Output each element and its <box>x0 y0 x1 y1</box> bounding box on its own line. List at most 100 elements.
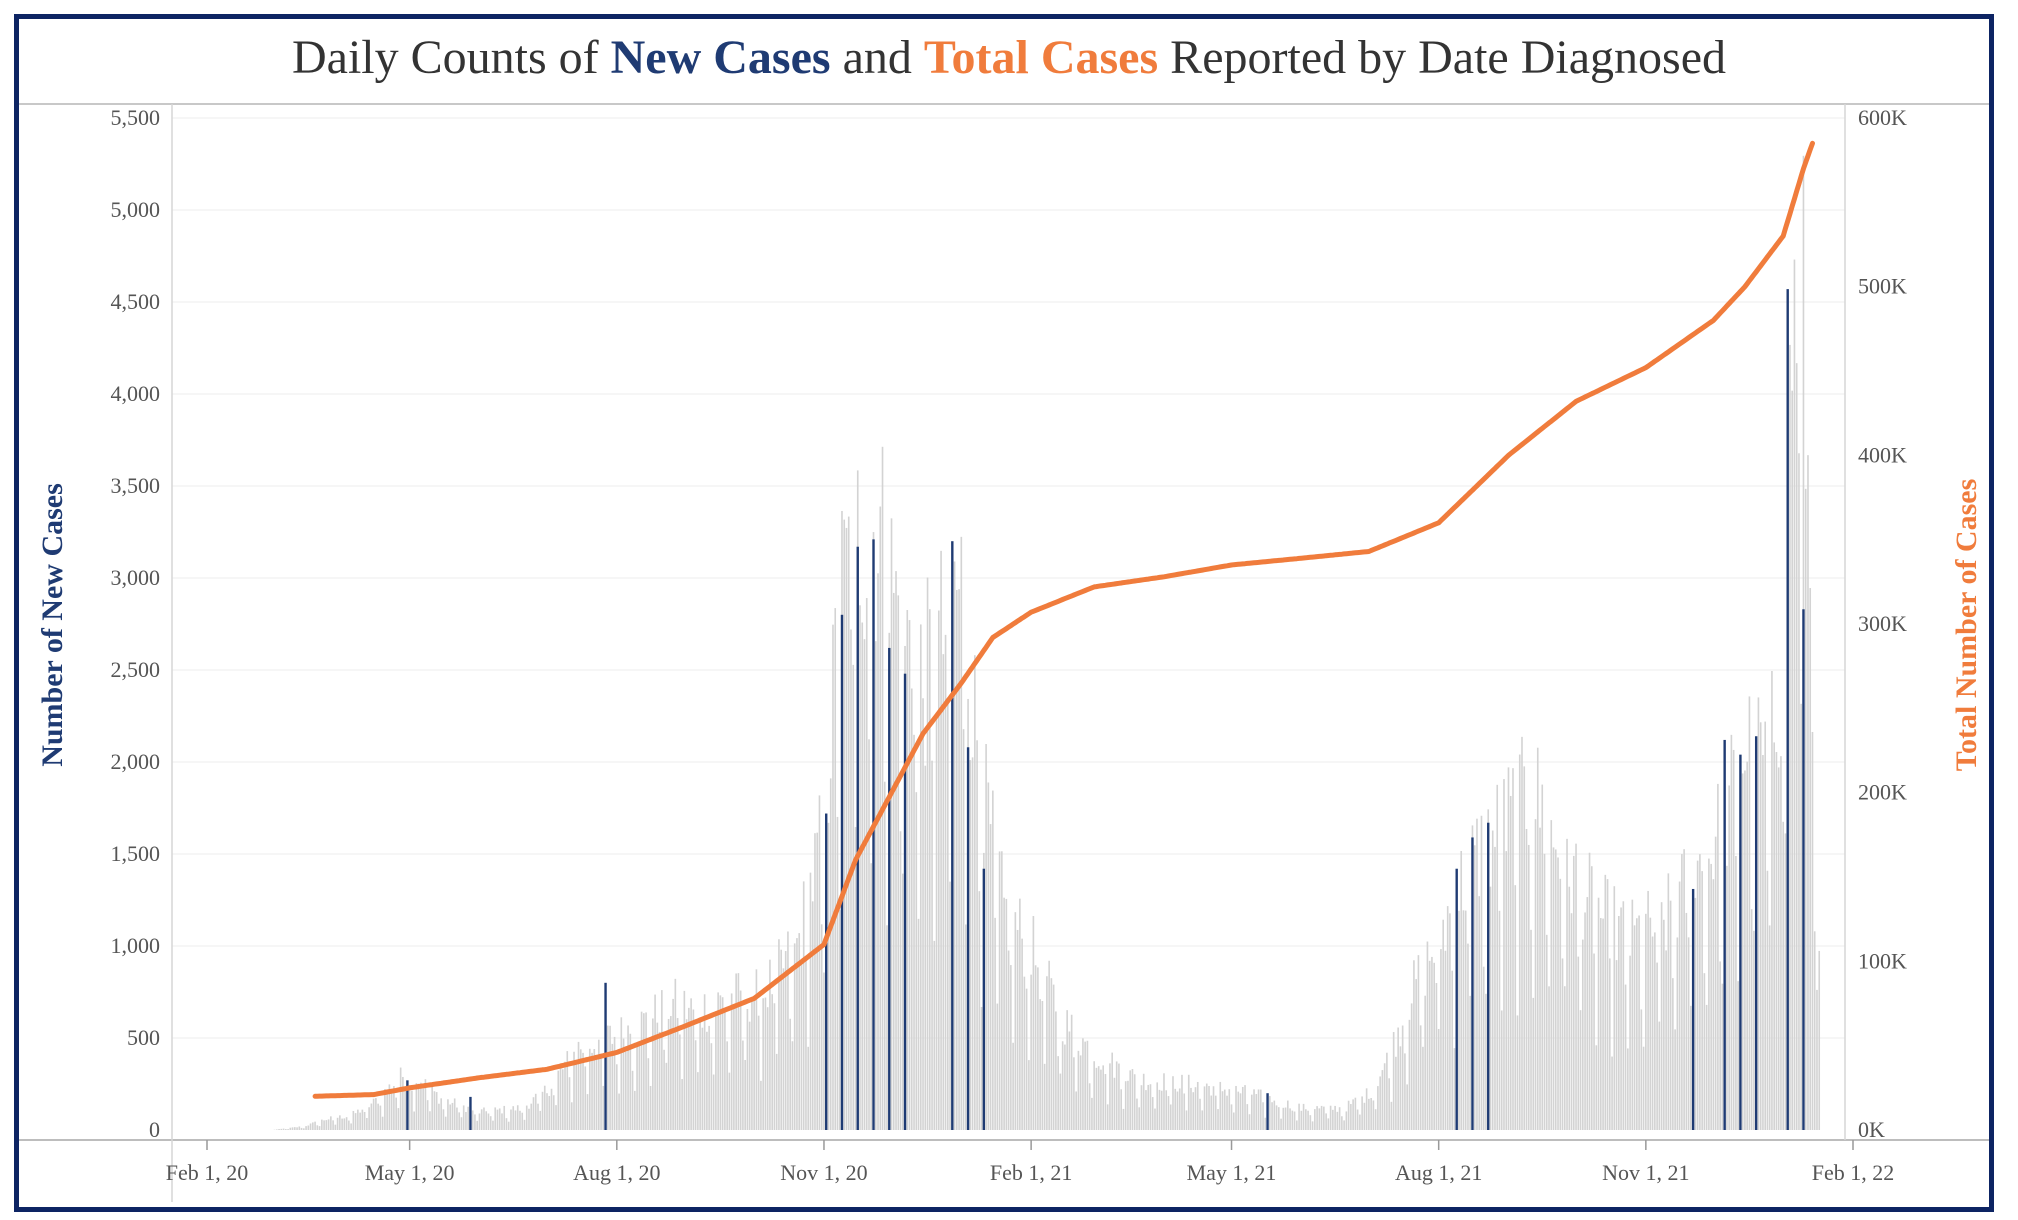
new-cases-bar <box>737 973 740 1130</box>
new-cases-bar <box>748 1021 751 1130</box>
new-cases-bar <box>998 851 1001 1130</box>
y-tick-label: 4,000 <box>111 381 161 406</box>
new-cases-bar <box>1746 761 1748 1130</box>
new-cases-bar <box>753 1000 755 1130</box>
new-cases-bar <box>1386 1052 1388 1130</box>
new-cases-bar <box>1676 937 1679 1130</box>
new-cases-bar <box>1055 1011 1057 1130</box>
new-cases-bar <box>1023 976 1026 1130</box>
new-cases-bar <box>397 1108 400 1130</box>
new-cases-bar <box>971 757 974 1130</box>
new-cases-bar <box>613 1036 616 1130</box>
new-cases-bar <box>1505 851 1508 1130</box>
new-cases-bar <box>987 782 990 1130</box>
new-cases-bar <box>350 1123 352 1130</box>
new-cases-bar <box>1199 1098 1201 1130</box>
new-cases-bar <box>742 1040 744 1130</box>
new-cases-bar <box>1618 916 1620 1130</box>
new-cases-bar <box>1115 1061 1118 1130</box>
new-cases-bar <box>1521 736 1523 1130</box>
new-cases-bar <box>1070 1014 1073 1130</box>
new-cases-bar <box>829 778 832 1130</box>
new-cases-bar <box>818 795 821 1130</box>
new-cases-bar <box>361 1109 364 1130</box>
new-cases-bar <box>683 990 686 1130</box>
new-cases-bar <box>1052 984 1055 1130</box>
y-tick-label: 5,500 <box>111 105 161 130</box>
new-cases-bar <box>489 1116 492 1130</box>
new-cases-bar <box>845 527 848 1130</box>
new-cases-bar <box>1509 795 1512 1130</box>
new-cases-bar <box>674 978 677 1130</box>
new-cases-bar <box>1003 897 1005 1130</box>
new-cases-bar <box>874 641 877 1130</box>
new-cases-bar <box>1667 873 1670 1130</box>
new-cases-bar <box>1210 1095 1213 1130</box>
new-cases-bar <box>1552 847 1555 1130</box>
new-cases-bar <box>1708 858 1710 1130</box>
new-cases-bar <box>600 1054 602 1130</box>
new-cases-bar <box>1462 910 1465 1130</box>
new-cases-bar <box>847 516 850 1130</box>
new-cases-bar <box>773 1003 776 1130</box>
new-cases-bar <box>933 940 936 1130</box>
new-cases-bar <box>1638 915 1640 1130</box>
x-tick-label: Nov 1, 21 <box>1602 1160 1689 1185</box>
new-cases-bar <box>1059 1073 1062 1130</box>
new-cases-bar <box>1424 995 1426 1130</box>
new-cases-bar <box>1735 855 1737 1130</box>
new-cases-bar <box>1300 1110 1303 1130</box>
new-cases-bar <box>706 1031 708 1130</box>
new-cases-bar <box>877 573 879 1130</box>
new-cases-bar <box>429 1111 431 1130</box>
new-cases-bar <box>305 1126 307 1130</box>
new-cases-bar <box>1404 1053 1406 1130</box>
new-cases-bar <box>996 1003 999 1130</box>
new-cases-bar <box>323 1120 325 1130</box>
new-cases-bar <box>1685 912 1688 1130</box>
new-cases-bar <box>449 1104 451 1130</box>
new-cases-bar <box>1811 731 1814 1130</box>
new-cases-bar <box>1124 1081 1127 1130</box>
new-cases-bar <box>1111 1052 1113 1130</box>
new-cases-bar <box>652 1018 654 1130</box>
new-cases-bar <box>685 1019 688 1130</box>
new-cases-bar <box>1014 912 1017 1130</box>
new-cases-bar <box>721 997 724 1130</box>
new-cases-bar <box>343 1118 346 1130</box>
new-cases-bar <box>1563 986 1566 1130</box>
new-cases-bar <box>1514 885 1517 1130</box>
new-cases-bar <box>363 1111 366 1130</box>
title-and: and <box>830 31 924 84</box>
new-cases-bar <box>1705 1004 1708 1130</box>
new-cases-bar <box>550 1088 553 1130</box>
new-cases-bar <box>764 997 767 1130</box>
new-cases-bar <box>1586 897 1589 1130</box>
new-cases-bar <box>724 1009 726 1130</box>
new-cases-bar <box>919 624 922 1130</box>
new-cases-bar <box>1809 588 1812 1130</box>
new-cases-bar <box>1525 829 1528 1130</box>
new-cases-bar <box>496 1109 499 1130</box>
new-cases-bar <box>1246 1104 1249 1130</box>
new-cases-bar <box>433 1091 436 1130</box>
new-cases-bar <box>1566 838 1568 1130</box>
new-cases-bar <box>595 1056 598 1130</box>
new-cases-bar <box>1345 1111 1348 1130</box>
y-tick-label: 2,000 <box>111 749 161 774</box>
new-cases-bar <box>1325 1113 1327 1130</box>
chart-title: Daily Counts of New Cases and Total Case… <box>0 30 2018 85</box>
new-cases-bar <box>1584 912 1586 1130</box>
new-cases-bar <box>969 760 972 1130</box>
new-cases-bar <box>1320 1105 1323 1130</box>
y-tick-label: 3,000 <box>111 565 161 590</box>
new-cases-bar <box>503 1105 506 1130</box>
new-cases-bar <box>357 1109 359 1130</box>
new-cases-bar <box>588 1048 591 1130</box>
new-cases-bar <box>516 1105 519 1130</box>
new-cases-bar <box>460 1117 463 1130</box>
new-cases-bar <box>539 1110 542 1130</box>
new-cases-bar <box>1627 1048 1629 1130</box>
new-cases-bar <box>661 990 663 1130</box>
new-cases-bar <box>1012 1042 1014 1130</box>
